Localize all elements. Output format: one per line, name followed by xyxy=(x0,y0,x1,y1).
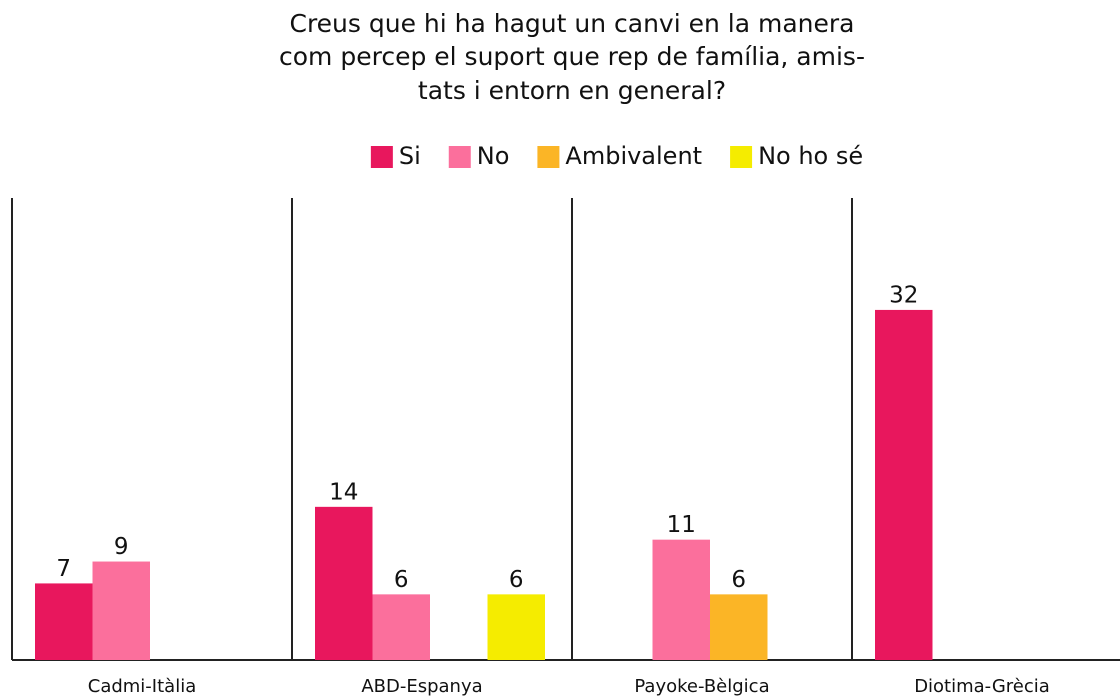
value-label: 14 xyxy=(329,479,358,505)
legend-swatch xyxy=(370,146,393,168)
legend-swatch xyxy=(730,146,753,168)
legend-label: No xyxy=(477,142,510,170)
value-label: 7 xyxy=(56,556,71,582)
value-label: 6 xyxy=(509,567,524,593)
legend-label: Ambivalent xyxy=(565,142,702,170)
value-label: 11 xyxy=(667,512,696,538)
bar xyxy=(92,561,150,660)
bar xyxy=(372,594,430,660)
legend-swatch xyxy=(537,146,560,168)
x-tick-label: Cadmi-Itàlia xyxy=(88,676,196,697)
bar xyxy=(710,594,768,660)
value-label: 6 xyxy=(731,567,746,593)
x-tick-label: Diotima-Grècia xyxy=(914,676,1050,697)
bar xyxy=(652,539,710,660)
x-tick-label: Payoke-Bèlgica xyxy=(634,676,769,697)
value-label: 32 xyxy=(889,282,918,308)
legend-swatch xyxy=(448,146,471,168)
chart-title: com percep el suport que rep de família,… xyxy=(279,42,865,71)
value-label: 6 xyxy=(394,567,409,593)
x-tick-label: ABD-Espanya xyxy=(361,676,482,697)
value-label: 9 xyxy=(114,534,129,560)
chart-title: tats i entorn en general? xyxy=(418,76,726,105)
legend-label: No ho sé xyxy=(758,142,863,170)
bar xyxy=(487,594,545,660)
bar xyxy=(875,309,933,660)
bar xyxy=(315,506,373,660)
bar xyxy=(35,583,93,660)
legend-label: Si xyxy=(399,142,421,170)
chart-title: Creus que hi ha hagut un canvi en la man… xyxy=(289,9,854,38)
